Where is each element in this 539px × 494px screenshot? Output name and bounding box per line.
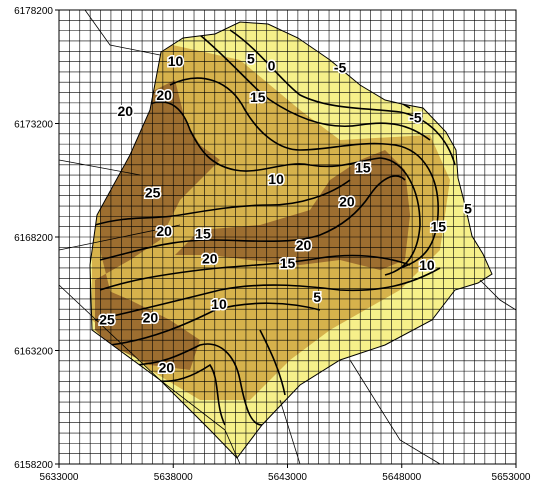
contour-value-label: 20 xyxy=(339,194,355,210)
contour-value-label: 25 xyxy=(99,312,115,328)
contour-line xyxy=(169,77,439,269)
reference-line xyxy=(479,279,516,311)
contour-value-label: 15 xyxy=(250,89,266,105)
y-tick-label: 6163200 xyxy=(14,347,53,358)
contour-value-label: 15 xyxy=(431,219,447,235)
contour-value-label: 10 xyxy=(268,171,284,187)
contour-value-label: 15 xyxy=(195,225,211,241)
contour-value-label: 5 xyxy=(313,289,321,305)
x-tick-label: 5633000 xyxy=(40,472,79,483)
computational-grid xyxy=(59,10,516,464)
reference-line xyxy=(59,159,141,176)
contour-value-label: 20 xyxy=(202,250,218,266)
x-tick-label: 5638000 xyxy=(154,472,193,483)
contour-line xyxy=(99,175,406,261)
contour-value-label: -5 xyxy=(409,110,422,126)
contour-value-label: 25 xyxy=(145,185,161,201)
contour-value-label: 20 xyxy=(296,237,312,253)
x-axis-ticks: 5633000 5638000 5643000 5648000 5653000 xyxy=(40,464,531,483)
y-tick-label: 6173200 xyxy=(14,120,53,131)
y-tick-label: 6178200 xyxy=(14,6,53,17)
contour-value-label: 5 xyxy=(247,51,255,67)
contour-value-label: 10 xyxy=(168,53,184,69)
contour-value-label: 0 xyxy=(268,57,276,73)
contour-value-label: 20 xyxy=(143,309,159,325)
reference-line xyxy=(59,284,241,464)
x-tick-label: 5653000 xyxy=(492,472,531,483)
contour-value-label: 20 xyxy=(159,359,175,375)
x-tick-label: 5648000 xyxy=(382,472,421,483)
reference-line xyxy=(59,224,181,251)
contour-value-label: 20 xyxy=(117,103,133,119)
contour-value-label: 20 xyxy=(156,87,172,103)
contour-value-label: 15 xyxy=(355,160,371,176)
contour-value-label: 20 xyxy=(156,223,172,239)
contour-line xyxy=(149,363,226,426)
contour-value-label: 15 xyxy=(280,255,296,271)
study-area-boundary xyxy=(89,21,493,459)
contour-value-label: 10 xyxy=(419,257,435,273)
y-tick-label: 6168200 xyxy=(14,233,53,244)
x-tick-label: 5643000 xyxy=(268,472,307,483)
contour-line xyxy=(129,343,263,426)
contour-value-label: 5 xyxy=(464,200,472,216)
reference-line xyxy=(84,10,161,56)
y-axis-ticks: 6178200 6173200 6168200 6163200 6158200 xyxy=(14,6,59,471)
y-tick-label: 6158200 xyxy=(14,460,53,471)
reference-line xyxy=(349,359,441,464)
contour-line xyxy=(94,267,441,321)
contour-value-label: 10 xyxy=(211,296,227,312)
contour-value-label: -5 xyxy=(334,60,347,76)
reference-lines xyxy=(59,10,516,464)
reference-line xyxy=(279,399,301,464)
